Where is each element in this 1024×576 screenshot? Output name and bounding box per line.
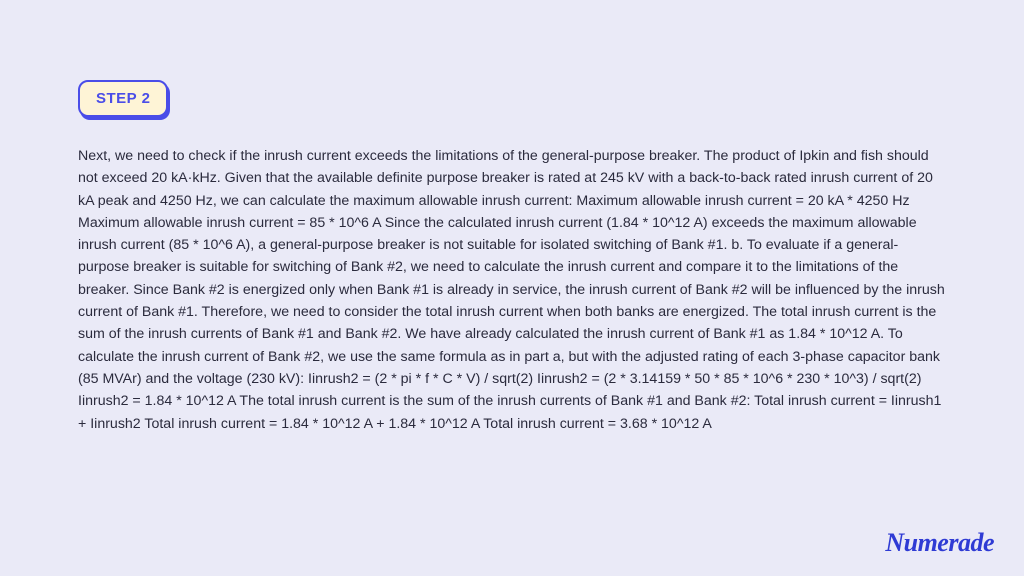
body-text: Next, we need to check if the inrush cur… [78, 145, 946, 435]
step-badge: STEP 2 [78, 80, 168, 117]
brand-name: Numerade [885, 528, 994, 557]
content-area: STEP 2 Next, we need to check if the inr… [0, 0, 1024, 435]
brand-logo: Numerade [885, 528, 994, 558]
step-label: STEP 2 [96, 90, 150, 107]
